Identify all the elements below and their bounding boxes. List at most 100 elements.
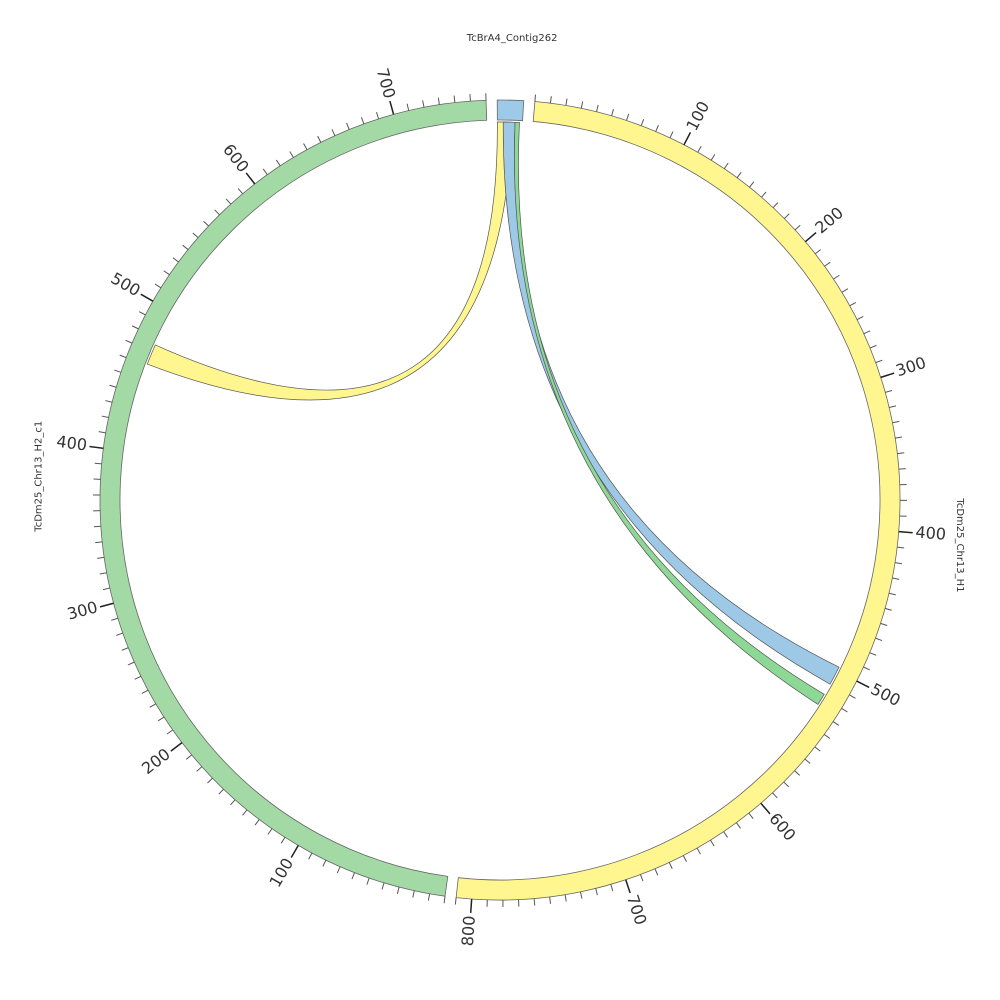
major-tick (856, 680, 870, 689)
minor-tick (823, 733, 831, 739)
minor-tick (406, 103, 410, 111)
minor-tick (102, 587, 110, 591)
minor-tick (412, 890, 415, 898)
minor-tick (849, 694, 856, 699)
minor-tick (322, 859, 327, 867)
major-tick (760, 802, 771, 815)
minor-tick (127, 661, 135, 666)
minor-tick (898, 468, 906, 470)
minor-tick (308, 852, 313, 860)
minor-tick (856, 316, 864, 321)
minor-tick (783, 781, 790, 788)
minor-tick (897, 452, 905, 455)
minor-tick (317, 135, 322, 143)
minor-tick (125, 339, 133, 344)
minor-tick (116, 632, 123, 636)
minor-tick (892, 577, 900, 580)
minor-tick (710, 154, 716, 161)
minor-tick (138, 311, 146, 316)
minor-tick (119, 354, 127, 359)
minor-tick (97, 556, 105, 559)
minor-tick (640, 119, 645, 126)
minor-tick (761, 191, 767, 198)
segment-name: TcDm25_Chr13_H1 (954, 497, 965, 592)
minor-tick (99, 572, 107, 575)
minor-tick (748, 812, 754, 819)
minor-tick (682, 855, 687, 862)
tick-label: 100 (682, 98, 713, 134)
minor-tick (254, 819, 260, 826)
minor-tick (533, 898, 536, 906)
minor-tick (280, 837, 286, 844)
minor-tick (437, 97, 440, 105)
minor-tick (346, 122, 350, 130)
major-tick (89, 445, 104, 450)
major-tick (625, 879, 631, 894)
segment (99, 99, 488, 897)
minor-tick (611, 109, 615, 117)
minor-tick (225, 198, 232, 205)
minor-tick (154, 283, 162, 289)
minor-tick (880, 622, 888, 626)
minor-tick (157, 716, 165, 722)
minor-tick (360, 117, 365, 125)
minor-tick (121, 647, 129, 651)
minor-tick (149, 703, 157, 708)
minor-tick (749, 181, 755, 188)
link (146, 121, 513, 401)
link (502, 121, 840, 685)
minor-tick (804, 758, 811, 764)
minor-tick (710, 839, 715, 847)
major-tick (804, 232, 817, 243)
major-tick (170, 742, 183, 752)
major-tick (389, 100, 395, 115)
minor-tick (94, 462, 102, 465)
minor-tick (814, 249, 822, 255)
tick-label: 400 (55, 432, 88, 455)
minor-tick (841, 288, 849, 293)
minor-tick (841, 707, 848, 713)
tick-label: 500 (868, 679, 904, 710)
minor-tick (595, 104, 599, 112)
minor-tick (422, 100, 425, 108)
minor-tick (114, 369, 122, 373)
minor-tick (640, 874, 644, 882)
minor-tick (875, 359, 883, 364)
tick-label: 700 (623, 892, 651, 927)
minor-tick (101, 415, 109, 418)
minor-tick (534, 94, 537, 102)
minor-tick (366, 877, 370, 885)
minor-tick (141, 689, 149, 694)
minor-tick (668, 862, 673, 869)
minor-tick (230, 799, 236, 806)
minor-tick (655, 124, 659, 132)
minor-tick (134, 675, 142, 680)
minor-tick (669, 131, 674, 139)
minor-tick (396, 886, 400, 894)
minor-tick (237, 188, 244, 195)
minor-tick (275, 159, 281, 167)
minor-tick (579, 891, 583, 899)
minor-tick (105, 400, 113, 403)
minor-tick (824, 261, 831, 267)
minor-tick (303, 143, 308, 150)
minor-tick (289, 151, 294, 158)
minor-tick (895, 436, 903, 439)
minor-tick (565, 98, 568, 106)
minor-tick (783, 213, 790, 219)
link (514, 121, 825, 705)
minor-tick (207, 777, 213, 784)
minor-tick (772, 792, 778, 799)
major-tick (469, 898, 473, 914)
tick-label: 500 (108, 269, 144, 301)
minor-tick (832, 721, 840, 726)
major-tick (880, 372, 895, 379)
minor-tick (185, 754, 193, 760)
minor-tick (888, 592, 896, 596)
minor-tick (376, 112, 380, 120)
major-tick (898, 530, 913, 534)
minor-tick (262, 168, 268, 175)
minor-tick (331, 129, 336, 136)
minor-tick (894, 562, 903, 565)
minor-tick (196, 766, 203, 772)
